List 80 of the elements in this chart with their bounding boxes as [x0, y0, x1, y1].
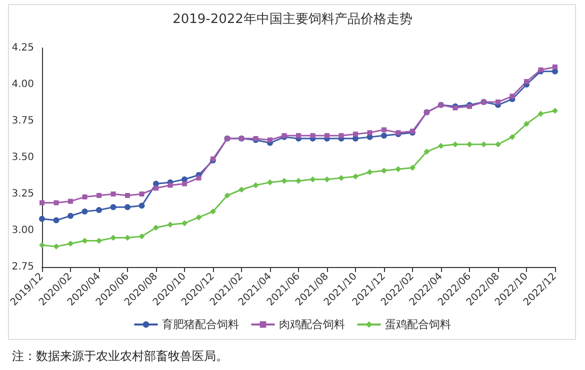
- point: [182, 181, 187, 186]
- point: [167, 222, 174, 228]
- point: [268, 137, 272, 142]
- point: [110, 192, 116, 196]
- point: [210, 208, 216, 215]
- point: [82, 194, 88, 200]
- point: [53, 244, 60, 250]
- point: [168, 182, 173, 188]
- point: [466, 141, 472, 148]
- point: [96, 238, 102, 244]
- y-tick-label: 2.75: [12, 262, 34, 272]
- chart-title: 2019-2022年中国主要饲料产品价格走势: [172, 11, 412, 27]
- point: [424, 148, 430, 155]
- point: [153, 224, 159, 231]
- point: [353, 132, 358, 137]
- y-tick-label: 3.00: [12, 225, 34, 236]
- point: [538, 110, 544, 117]
- point: [366, 169, 373, 176]
- point: [524, 79, 529, 84]
- point: [324, 176, 330, 182]
- point: [138, 202, 145, 209]
- point: [96, 207, 102, 214]
- point: [367, 130, 372, 136]
- point: [139, 192, 144, 196]
- point: [296, 178, 302, 184]
- point: [39, 242, 45, 248]
- point: [154, 186, 158, 191]
- legend-label: 肉鸡配合饲料: [279, 318, 345, 331]
- point: [252, 182, 259, 188]
- point: [338, 174, 344, 181]
- point: [410, 164, 416, 171]
- legend-label: 育肥猪配合饲料: [162, 318, 239, 331]
- point: [296, 133, 301, 138]
- point: [124, 234, 130, 241]
- point: [552, 64, 558, 70]
- point: [238, 186, 244, 193]
- point: [496, 100, 500, 105]
- point: [39, 216, 45, 222]
- point: [138, 233, 145, 240]
- point: [438, 142, 444, 149]
- point: [382, 127, 386, 132]
- point: [310, 176, 316, 182]
- point: [68, 212, 74, 219]
- point: [124, 204, 130, 210]
- point: [182, 220, 188, 226]
- text: 注：数据来源于农业农村部畜牧兽医局。: [12, 348, 228, 365]
- point: [110, 204, 116, 210]
- point: [68, 240, 74, 247]
- point: [224, 192, 230, 198]
- point: [452, 141, 458, 148]
- y-tick-label: 4.25: [12, 42, 34, 54]
- point: [524, 120, 530, 127]
- point: [68, 198, 73, 204]
- y-tick-label: 3.25: [12, 188, 34, 200]
- point: [495, 141, 501, 148]
- point: [381, 132, 387, 139]
- y-tick-label: 3.75: [12, 116, 34, 126]
- point: [281, 178, 288, 184]
- point: [352, 173, 358, 180]
- point: [480, 141, 487, 148]
- point: [82, 208, 88, 215]
- point: [40, 200, 44, 206]
- point: [552, 108, 558, 114]
- point: [324, 133, 330, 138]
- point: [196, 175, 202, 180]
- point: [338, 133, 344, 138]
- point: [54, 200, 59, 206]
- point: [267, 179, 273, 186]
- point: [96, 192, 102, 198]
- y-tick-label: 4.00: [12, 79, 34, 90]
- point: [509, 134, 516, 140]
- y-tick-label: 3.50: [12, 152, 34, 163]
- point: [125, 192, 130, 198]
- point: [196, 214, 202, 220]
- point: [310, 133, 316, 138]
- point: [381, 168, 387, 174]
- point: [53, 217, 60, 224]
- legend-label: 蛋鸡配合饲料: [385, 318, 451, 331]
- point: [510, 94, 515, 99]
- point: [395, 166, 402, 172]
